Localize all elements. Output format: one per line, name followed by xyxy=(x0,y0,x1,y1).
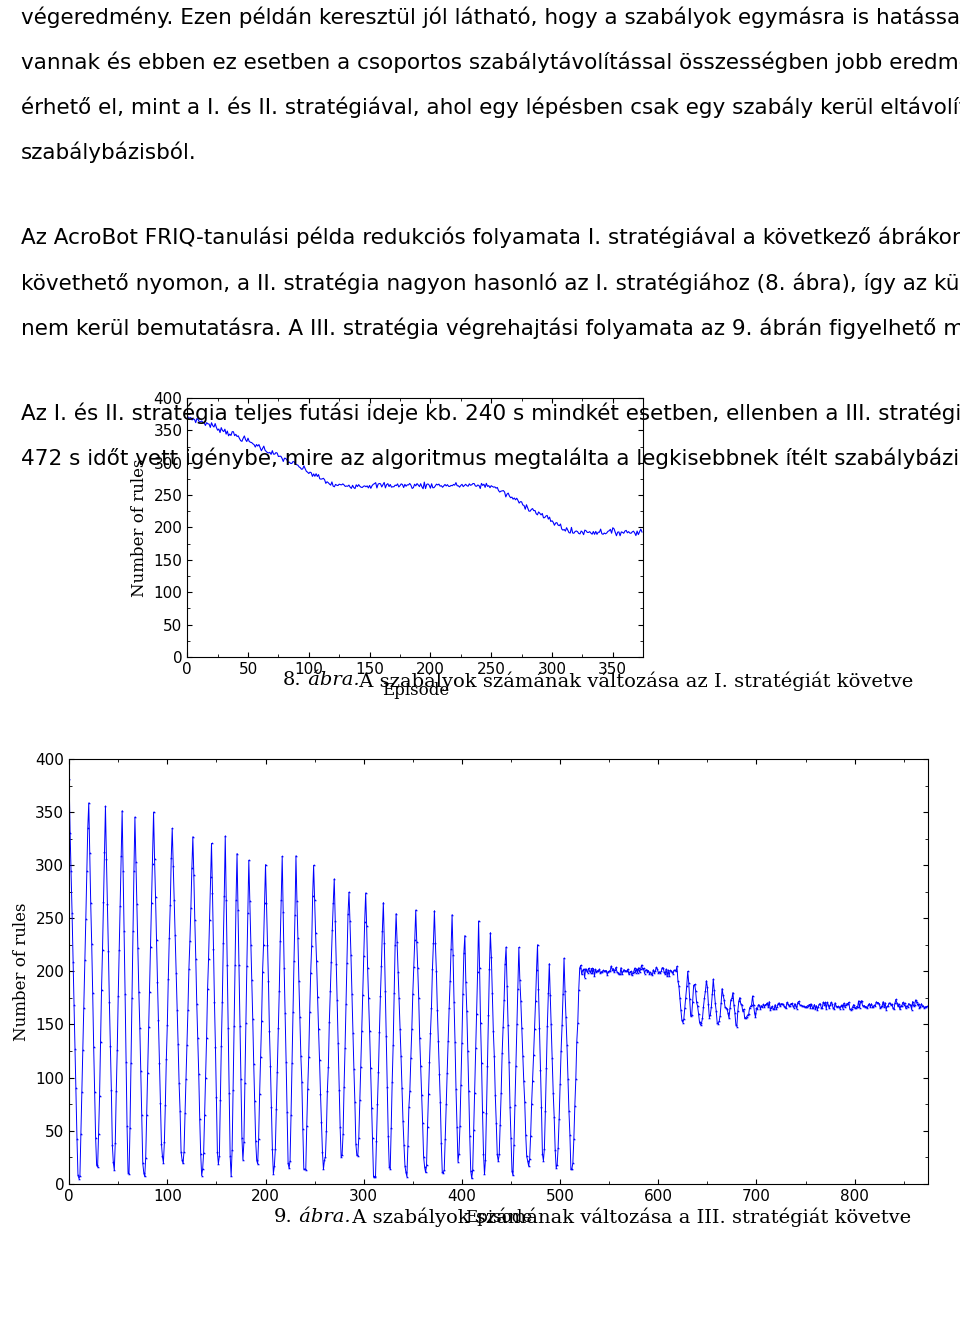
Text: végeredmény. Ezen példán keresztül jól látható, hogy a szabályok egymásra is hat: végeredmény. Ezen példán keresztül jól l… xyxy=(21,7,960,28)
Text: A szabályok számának változása az I. stratégiát követve: A szabályok számának változása az I. str… xyxy=(353,671,914,691)
Y-axis label: Number of rules: Number of rules xyxy=(12,902,30,1040)
Text: 9.: 9. xyxy=(274,1208,293,1226)
Text: 8.: 8. xyxy=(283,671,301,690)
Y-axis label: Number of rules: Number of rules xyxy=(131,458,148,597)
Text: szabálybázisból.: szabálybázisból. xyxy=(21,142,197,163)
Text: nem kerül bemutatásra. A III. stratégia végrehajtási folyamata az 9. ábrán figye: nem kerül bemutatásra. A III. stratégia … xyxy=(21,317,960,338)
Text: érhető el, mint a I. és II. stratégiával, ahol egy lépésben csak egy szabály ker: érhető el, mint a I. és II. stratégiával… xyxy=(21,97,960,118)
Text: A szabályok számának változása a III. stratégiát követve: A szabályok számának változása a III. st… xyxy=(346,1208,911,1227)
X-axis label: Episode: Episode xyxy=(381,682,449,699)
Text: Az AcroBot FRIQ-tanulási példa redukciós folyamata I. stratégiával a következő á: Az AcroBot FRIQ-tanulási példa redukciós… xyxy=(21,227,960,248)
Text: követhető nyomon, a II. stratégia nagyon hasonló az I. stratégiához (8. ábra), í: követhető nyomon, a II. stratégia nagyon… xyxy=(21,272,960,293)
Text: ábra.: ábra. xyxy=(302,671,360,690)
Text: 472 s időt vett igénybe, mire az algoritmus megtalálta a legkisebbnek ítélt szab: 472 s időt vett igénybe, mire az algorit… xyxy=(21,447,960,468)
Text: ábra.: ábra. xyxy=(293,1208,350,1226)
Text: Az I. és II. stratégia teljes futási ideje kb. 240 s mindkét esetben, ellenben a: Az I. és II. stratégia teljes futási ide… xyxy=(21,402,960,423)
X-axis label: Episode: Episode xyxy=(465,1209,533,1226)
Text: vannak és ebben ez esetben a csoportos szabálytávolítással összességben jobb ere: vannak és ebben ez esetben a csoportos s… xyxy=(21,52,960,73)
